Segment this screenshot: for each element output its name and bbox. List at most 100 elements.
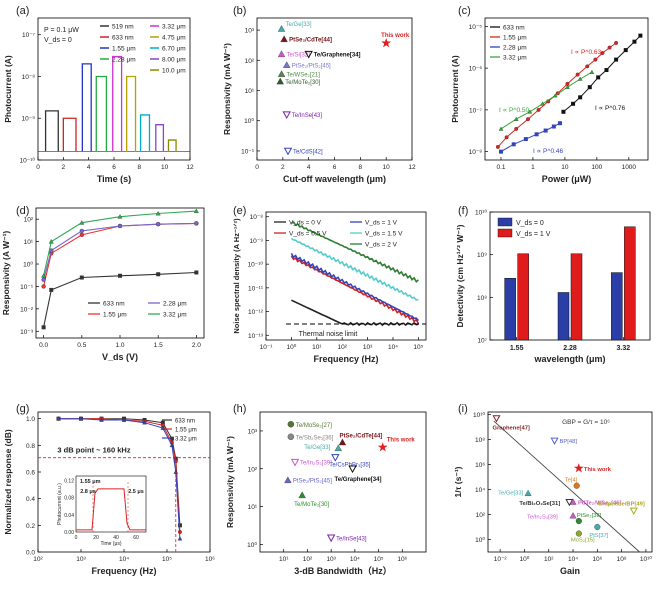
triangle-up-marker [177, 536, 183, 541]
circle-marker [156, 222, 161, 227]
square-marker [587, 85, 592, 90]
panel-label: (g) [16, 403, 29, 415]
circle-marker [41, 284, 46, 289]
panel-label: (h) [233, 403, 246, 415]
triangle-up-marker [565, 84, 570, 89]
x-tick-label: 100 [591, 164, 602, 171]
point-label: MoS₂[15] [571, 538, 595, 544]
point-label: PtSe₂/PtS₂[45] [293, 479, 332, 485]
x-tick-label: 1000 [622, 164, 637, 171]
y-tick-label: 0.4 [26, 496, 35, 503]
legend-entry: V_ds = 0 [516, 220, 544, 227]
y-tick-label: 0.2 [26, 523, 35, 530]
legend-entry: V_ds = 1 V [516, 231, 551, 238]
point-label: Te/InSe[43] [336, 536, 367, 542]
inset-pulse [76, 488, 146, 531]
thermal-annotation: Thermal noise limit [299, 331, 358, 338]
inset-frame [75, 475, 147, 533]
x-tick-label: 10¹ [279, 556, 289, 563]
point-label: Te/MoTe₂[30] [285, 80, 320, 86]
triangle-up-marker [48, 239, 54, 244]
triangle-up-marker [553, 93, 558, 98]
y-axis-label: Detectivity (cm Hz¹ᐟ² W⁻¹) [455, 224, 465, 327]
point-label: PtSe₂[38] [577, 513, 602, 519]
y-tick-label: 10⁸ [475, 437, 485, 444]
bias-annotation: V_ds = 0 [44, 37, 72, 44]
point-label: Te/CdS[42] [293, 149, 323, 155]
y-tick-label: 10¹⁰ [475, 209, 487, 217]
y-tick-label: 10² [245, 58, 255, 65]
series-line [43, 222, 197, 280]
inset-y-tick: 0.00 [64, 530, 74, 536]
point-label: Te/Ge[33] [286, 22, 312, 28]
triangle-up-marker [338, 438, 347, 446]
x-tick-label: 10⁶ [397, 556, 407, 563]
photocurrent-pulse [126, 75, 137, 152]
legend-entry: 2.28 μm [163, 301, 187, 308]
triangle-up-marker [41, 273, 47, 278]
circle-marker [607, 45, 612, 50]
square-marker [160, 420, 165, 425]
triangle-up-marker [527, 109, 533, 114]
legend-entry: 1.55 μm [112, 46, 136, 53]
triangle-up-marker [78, 416, 84, 421]
triangle-up-marker [569, 498, 577, 505]
x-tick-label: 2 [62, 164, 66, 171]
panel-label: (e) [233, 205, 246, 217]
legend-entry: 3.32 μm [503, 55, 527, 62]
square-marker [156, 272, 161, 277]
panel-d: (d) V_ds (V) Responsivity (A W⁻¹) 0.0 0.5 1.0… [1, 205, 205, 362]
inset-x-tick: 20 [93, 535, 99, 541]
square-marker [523, 137, 528, 142]
circle-marker [536, 107, 541, 112]
x-tick-label: 10 [561, 164, 569, 171]
y-tick-label: 1.0 [26, 416, 35, 423]
noise-spectrum [290, 253, 420, 322]
photocurrent-pulse [167, 139, 177, 152]
legend-entry: 633 nm [175, 419, 195, 425]
square-marker [578, 95, 583, 100]
inset-y-tick: 0.04 [64, 513, 74, 519]
triangle-down-marker [629, 507, 638, 515]
square-marker [79, 275, 84, 280]
noise-spectrum [291, 220, 419, 283]
triangle-up-marker [277, 25, 286, 32]
x-tick-label: 0 [36, 164, 40, 171]
y-tick-label: 10⁰ [475, 536, 485, 544]
square-marker [623, 48, 628, 53]
x-axis-label: V_ds (V) [102, 352, 138, 362]
square-marker [596, 75, 601, 80]
y-tick-label: 10² [24, 217, 34, 224]
gbp-line [493, 420, 640, 553]
x-tick-label: 10² [544, 556, 554, 563]
triangle-up-marker [99, 417, 104, 422]
legend-swatch [497, 228, 513, 238]
x-tick-label: 10 [383, 164, 391, 171]
x-tick-label: 10² [337, 344, 347, 351]
three-db-annotation: 3 dB point ~ 160 kHz [57, 446, 130, 455]
legend-entry: 3.32 μm [162, 24, 186, 31]
square-marker [561, 109, 566, 114]
y-tick-label: 0.6 [26, 470, 35, 477]
point-label: Te/Ge[33] [498, 490, 524, 496]
detectivity-bar [611, 272, 623, 341]
point-label: Te/WSe₂[21] [287, 73, 321, 79]
exponent-label: I ∝ P^0.63 [571, 49, 601, 56]
circle-marker [504, 135, 509, 140]
detectivity-bar [624, 226, 636, 341]
y-tick-label: 0.0 [26, 550, 35, 557]
inset-x-tick: 60 [133, 535, 139, 541]
panel-label: (i) [458, 403, 468, 415]
noise-spectrum [290, 255, 420, 324]
fit-line [563, 35, 641, 113]
circle-marker [117, 223, 123, 229]
legend-entry: 633 nm [103, 301, 125, 308]
y-tick-label: 10⁻⁶ [469, 66, 483, 73]
square-marker [551, 124, 556, 129]
y-tick-label: 10⁶ [475, 462, 485, 469]
triangle-up-marker [142, 420, 147, 425]
photocurrent-pulse [62, 117, 77, 152]
fit-line [500, 71, 593, 130]
y-tick-label: 10⁰ [23, 261, 33, 269]
y-tick-label: 10⁻⁹ [22, 116, 36, 123]
